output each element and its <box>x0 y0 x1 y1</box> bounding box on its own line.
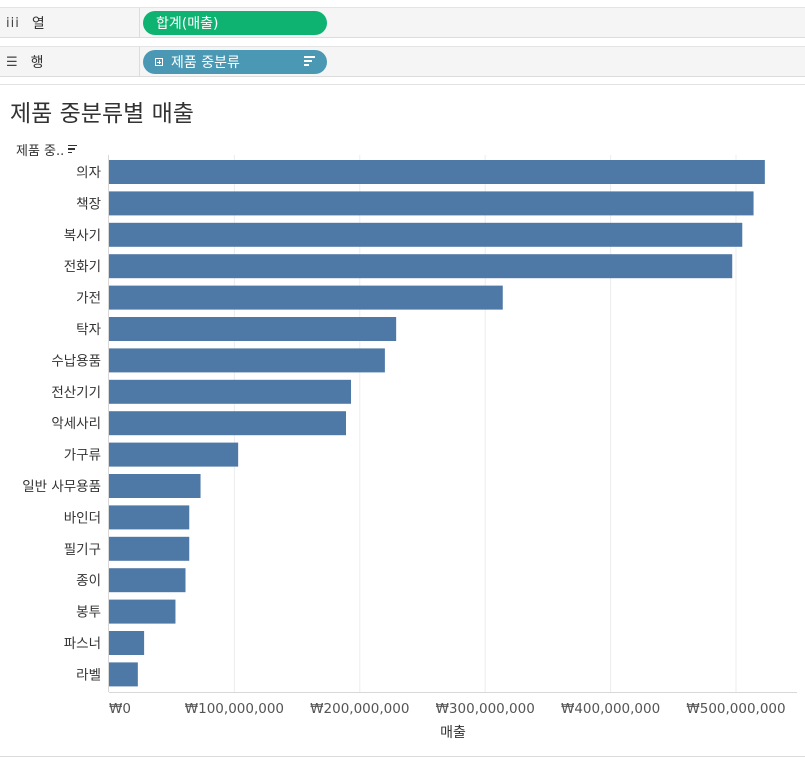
bar <box>109 317 397 341</box>
row-header-label: 제품 중.. <box>16 144 65 159</box>
category-label: 복사기 <box>64 228 101 244</box>
category-label: 악세사리 <box>51 416 101 432</box>
columns-label-text: 열 <box>31 16 45 32</box>
bar <box>109 348 385 373</box>
bar <box>109 222 743 247</box>
rows-shelf-label: ☰ 행 <box>0 47 140 77</box>
columns-icon: iii <box>6 15 20 31</box>
sort-icon[interactable] <box>304 56 315 67</box>
columns-shelf-label: iii 열 <box>0 8 140 38</box>
category-label: 가구류 <box>64 448 101 464</box>
category-label: 필기구 <box>64 542 101 558</box>
chart-title: 제품 중분류별 매출 <box>10 101 194 127</box>
rows-icon: ☰ <box>6 54 19 70</box>
category-label: 라벨 <box>76 667 101 683</box>
divider <box>0 84 805 85</box>
x-tick-label: ₩400,000,000 <box>561 701 660 717</box>
bar <box>109 599 176 624</box>
bar <box>109 631 145 655</box>
bar <box>109 411 347 436</box>
category-label: 의자 <box>76 165 101 181</box>
x-axis-title: 매출 <box>440 725 466 741</box>
x-tick-label: ₩500,000,000 <box>686 701 785 717</box>
sum-sales-pill-label: 합계(매출) <box>156 16 219 32</box>
sum-sales-pill[interactable]: 합계(매출) <box>143 11 327 35</box>
x-tick-label: ₩100,000,000 <box>185 701 284 717</box>
bar <box>109 536 190 561</box>
category-label: 파스너 <box>64 636 101 652</box>
bottom-border <box>0 756 805 757</box>
bar <box>109 379 352 404</box>
bar <box>109 474 201 498</box>
category-label: 탁자 <box>76 322 101 338</box>
row-header[interactable]: 제품 중.. <box>16 140 78 159</box>
category-label: 종이 <box>76 573 101 589</box>
bar <box>109 442 239 467</box>
x-tick-label: ₩300,000,000 <box>436 701 535 717</box>
bar <box>109 662 138 687</box>
category-label: 수납용품 <box>51 353 101 369</box>
subcategory-pill-label: 제품 중분류 <box>171 55 240 71</box>
bar <box>109 160 765 184</box>
category-label: 책장 <box>76 196 101 212</box>
row-header-sort-icon[interactable] <box>68 144 78 155</box>
category-label: 전화기 <box>64 259 101 275</box>
expand-icon[interactable] <box>155 58 163 66</box>
category-label: 바인더 <box>64 510 101 526</box>
rows-shelf: ☰ 행 제품 중분류 <box>0 46 805 77</box>
x-tick-label: ₩0 <box>109 701 131 717</box>
category-label: 일반 사무용품 <box>22 479 101 495</box>
category-label: 봉투 <box>76 605 101 621</box>
bar <box>109 568 186 593</box>
bar <box>109 254 733 279</box>
rows-label-text: 행 <box>30 55 44 71</box>
subcategory-pill[interactable]: 제품 중분류 <box>143 50 327 74</box>
bar <box>109 505 190 530</box>
category-label: 가전 <box>76 291 101 307</box>
bar <box>109 285 503 310</box>
x-tick-label: ₩200,000,000 <box>310 701 409 717</box>
category-label: 전산기기 <box>51 385 101 401</box>
bar <box>109 191 754 216</box>
columns-shelf: iii 열 합계(매출) <box>0 7 805 38</box>
